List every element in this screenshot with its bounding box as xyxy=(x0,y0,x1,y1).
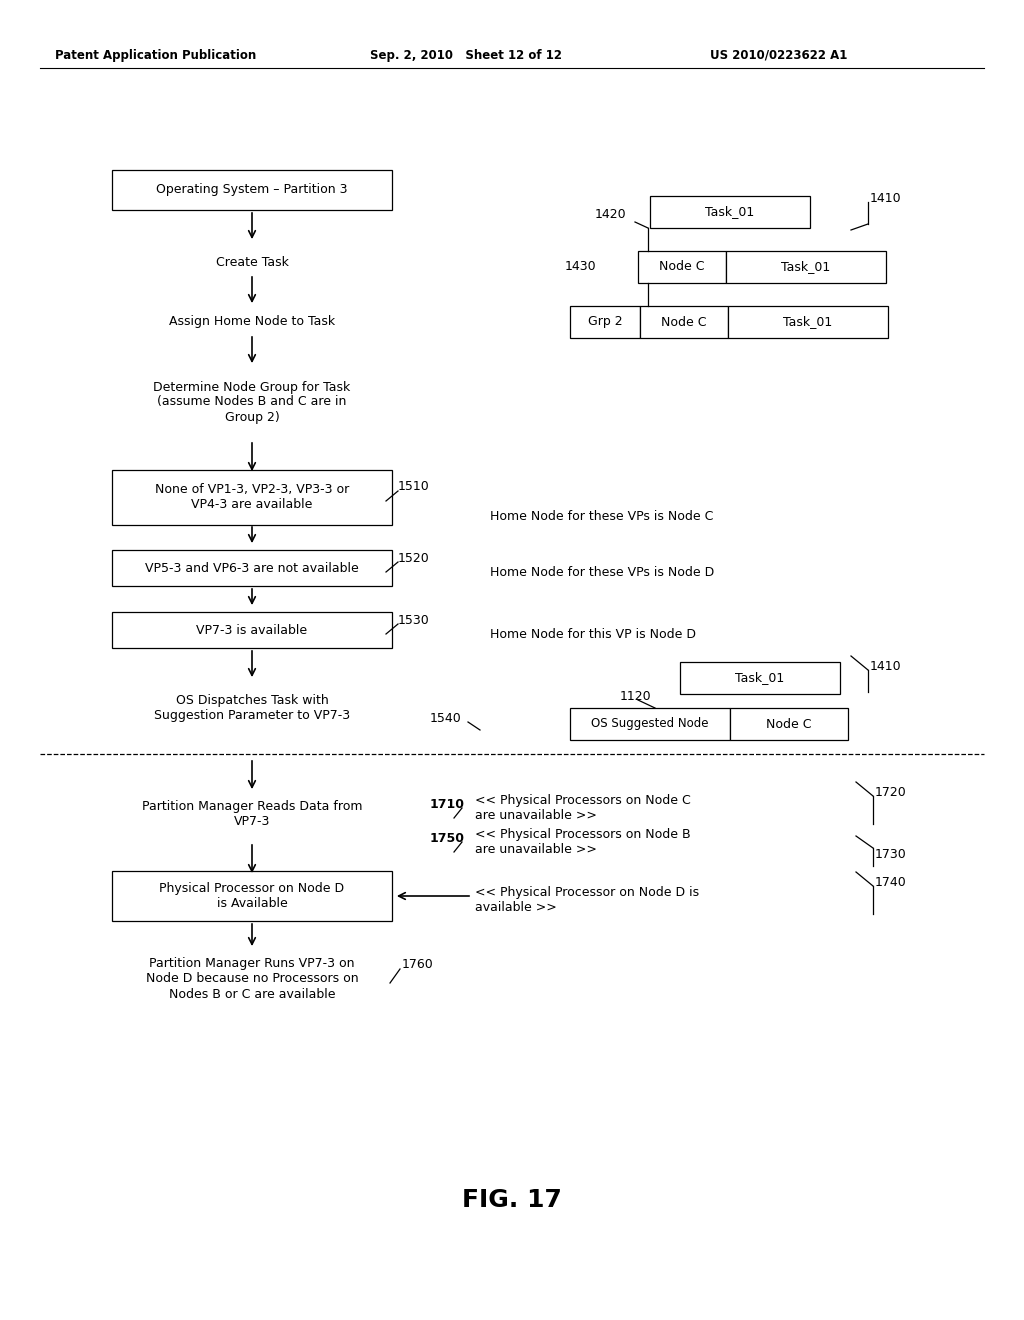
Text: 1530: 1530 xyxy=(398,614,430,627)
FancyBboxPatch shape xyxy=(112,170,392,210)
Text: FIG. 17: FIG. 17 xyxy=(462,1188,562,1212)
FancyBboxPatch shape xyxy=(638,251,726,282)
Text: 1730: 1730 xyxy=(874,847,906,861)
Text: OS Suggested Node: OS Suggested Node xyxy=(591,718,709,730)
FancyBboxPatch shape xyxy=(680,663,840,694)
Text: 1410: 1410 xyxy=(870,191,901,205)
Text: Home Node for these VPs is Node D: Home Node for these VPs is Node D xyxy=(490,565,715,578)
Text: << Physical Processors on Node C
are unavailable >>: << Physical Processors on Node C are una… xyxy=(475,795,691,822)
Text: VP5-3 and VP6-3 are not available: VP5-3 and VP6-3 are not available xyxy=(145,561,358,574)
FancyBboxPatch shape xyxy=(728,306,888,338)
Text: Determine Node Group for Task
(assume Nodes B and C are in
Group 2): Determine Node Group for Task (assume No… xyxy=(154,380,350,424)
Text: Node C: Node C xyxy=(662,315,707,329)
Text: 1540: 1540 xyxy=(430,711,462,725)
Text: 1120: 1120 xyxy=(620,689,651,702)
Text: Create Task: Create Task xyxy=(216,256,289,268)
FancyBboxPatch shape xyxy=(650,195,810,228)
Text: OS Dispatches Task with
Suggestion Parameter to VP7-3: OS Dispatches Task with Suggestion Param… xyxy=(154,694,350,722)
FancyBboxPatch shape xyxy=(112,470,392,524)
Text: US 2010/0223622 A1: US 2010/0223622 A1 xyxy=(710,49,848,62)
FancyBboxPatch shape xyxy=(570,708,730,741)
FancyBboxPatch shape xyxy=(726,251,886,282)
Text: Sep. 2, 2010   Sheet 12 of 12: Sep. 2, 2010 Sheet 12 of 12 xyxy=(370,49,562,62)
Text: 1520: 1520 xyxy=(398,552,430,565)
FancyBboxPatch shape xyxy=(112,871,392,921)
Text: 1420: 1420 xyxy=(595,209,627,222)
Text: Partition Manager Reads Data from
VP7-3: Partition Manager Reads Data from VP7-3 xyxy=(141,800,362,828)
Text: Assign Home Node to Task: Assign Home Node to Task xyxy=(169,315,335,329)
FancyBboxPatch shape xyxy=(730,708,848,741)
Text: Task_01: Task_01 xyxy=(783,315,833,329)
Text: Task_01: Task_01 xyxy=(706,206,755,219)
Text: Task_01: Task_01 xyxy=(781,260,830,273)
Text: Patent Application Publication: Patent Application Publication xyxy=(55,49,256,62)
Text: Operating System – Partition 3: Operating System – Partition 3 xyxy=(157,183,348,197)
Text: << Physical Processors on Node B
are unavailable >>: << Physical Processors on Node B are una… xyxy=(475,828,690,855)
Text: None of VP1-3, VP2-3, VP3-3 or
VP4-3 are available: None of VP1-3, VP2-3, VP3-3 or VP4-3 are… xyxy=(155,483,349,511)
Text: 1710: 1710 xyxy=(430,797,465,810)
Text: 1510: 1510 xyxy=(398,480,430,494)
Text: Task_01: Task_01 xyxy=(735,672,784,685)
Text: 1750: 1750 xyxy=(430,832,465,845)
Text: 1740: 1740 xyxy=(874,875,906,888)
Text: << Physical Processor on Node D is
available >>: << Physical Processor on Node D is avail… xyxy=(475,886,699,913)
Text: Home Node for this VP is Node D: Home Node for this VP is Node D xyxy=(490,627,696,640)
Text: Home Node for these VPs is Node C: Home Node for these VPs is Node C xyxy=(490,511,714,524)
Text: Grp 2: Grp 2 xyxy=(588,315,623,329)
FancyBboxPatch shape xyxy=(112,612,392,648)
Text: Node C: Node C xyxy=(766,718,812,730)
FancyBboxPatch shape xyxy=(570,306,640,338)
Text: 1720: 1720 xyxy=(874,785,906,799)
Text: Partition Manager Runs VP7-3 on
Node D because no Processors on
Nodes B or C are: Partition Manager Runs VP7-3 on Node D b… xyxy=(145,957,358,1001)
Text: 1760: 1760 xyxy=(402,958,434,972)
Text: 1430: 1430 xyxy=(565,260,597,273)
Text: VP7-3 is available: VP7-3 is available xyxy=(197,623,307,636)
FancyBboxPatch shape xyxy=(640,306,728,338)
Text: Node C: Node C xyxy=(659,260,705,273)
Text: Physical Processor on Node D
is Available: Physical Processor on Node D is Availabl… xyxy=(160,882,344,909)
FancyBboxPatch shape xyxy=(112,550,392,586)
Text: 1410: 1410 xyxy=(870,660,901,672)
